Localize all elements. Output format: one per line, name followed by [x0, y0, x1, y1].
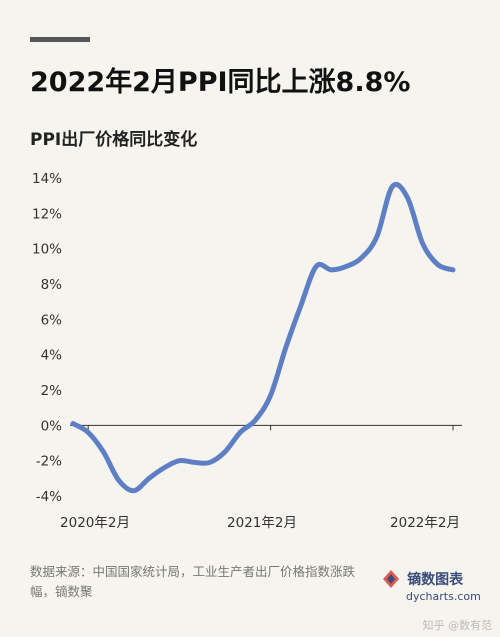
chart-title: PPI出厂价格同比变化 — [30, 130, 198, 150]
brand-name: 镝数图表 — [407, 572, 464, 588]
y-tick-label: 0% — [41, 418, 63, 434]
y-tick-label: 12% — [32, 206, 62, 222]
x-tick-label: 2020年2月 — [60, 515, 130, 531]
brand-url: dycharts.com — [406, 590, 481, 603]
y-tick-label: -2% — [36, 454, 62, 470]
y-tick-label: 2% — [41, 383, 63, 399]
brand-logo-icon — [383, 570, 399, 588]
line-chart: 14% 12% 10% 8% 6% 4% 2% 0% -2% -4% 2020年2月 2021年2月 2… — [32, 171, 462, 531]
watermark-credit: 知乎 @数有范 — [422, 619, 493, 632]
y-tick-label: 6% — [41, 312, 63, 328]
y-tick-label: 14% — [32, 171, 62, 187]
y-tick-label: 8% — [41, 277, 63, 293]
page-title: 2022年2月PPI同比上涨8.8% — [30, 67, 411, 98]
x-tick-label: 2021年2月 — [227, 515, 297, 531]
y-tick-label: 10% — [32, 242, 62, 258]
x-tick-label: 2022年2月 — [390, 515, 460, 531]
title-accent-bar — [30, 37, 90, 42]
data-source-note: 数据来源：中国国家统计局，工业生产者出厂价格指数涨跌幅，镝数聚 — [30, 564, 356, 599]
brand: 镝数图表 dycharts.com — [380, 568, 481, 603]
y-tick-label: -4% — [36, 489, 62, 505]
series-line — [70, 181, 456, 494]
y-tick-label: 4% — [41, 348, 63, 364]
